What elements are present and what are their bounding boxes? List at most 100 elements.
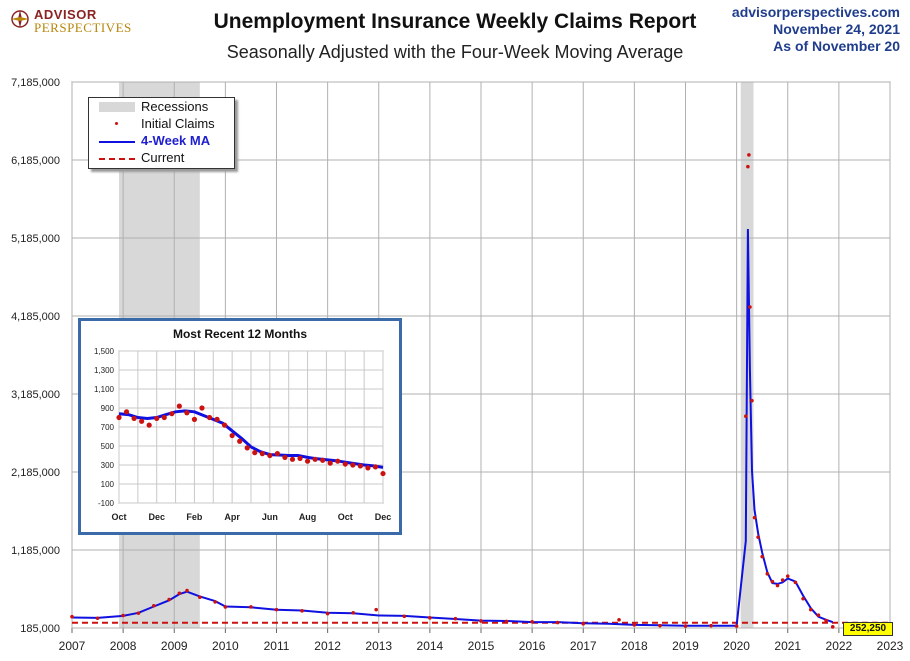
inset-claims-point: [297, 455, 303, 461]
y-tick-label: 2,185,000: [11, 467, 60, 479]
claims-point: [185, 588, 189, 593]
legend-item-recessions: Recessions: [89, 99, 234, 116]
inset-title: Most Recent 12 Months: [172, 327, 307, 341]
x-tick-label: 2021: [774, 639, 801, 653]
claims-point: [223, 605, 228, 609]
inset-x-tick-label: Jun: [262, 512, 278, 522]
inset-claims-point: [154, 415, 160, 422]
claims-point: [479, 619, 483, 623]
inset-x-tick-label: Aug: [299, 512, 317, 522]
inset-claims-point: [365, 465, 371, 471]
claims-point: [801, 596, 805, 601]
claims-point: [816, 613, 821, 617]
x-tick-label: 2020: [723, 639, 750, 653]
x-tick-label: 2022: [826, 639, 853, 653]
y-tick-label: 4,185,000: [11, 311, 60, 323]
legend-item-initial-claims: Initial Claims: [89, 116, 234, 133]
claims-point: [808, 607, 813, 612]
claims-point: [760, 554, 764, 559]
inset-claims-point: [312, 456, 318, 462]
inset-plot: -100 100 300 500 700 900 1,100 1,300 1,500 Oct Dec…: [94, 347, 392, 522]
inset-chart: Most Recent 12 Months -100 100 300 500 700 90…: [78, 318, 402, 535]
inset-y-tick-label: 500: [101, 442, 115, 451]
x-tick-label: 2016: [519, 639, 546, 653]
inset-claims-point: [123, 409, 130, 415]
logo-line1: ADVISOR: [34, 7, 97, 22]
inset-y-tick-label: 100: [101, 480, 115, 489]
claims-point: [530, 619, 534, 624]
legend-item-current: Current: [89, 150, 234, 167]
claims-point: [756, 535, 760, 539]
inset-claims-point: [274, 451, 280, 457]
inset-y-tick-label: 1,500: [94, 347, 115, 356]
claims-point: [780, 578, 785, 582]
inset-claims-point: [161, 414, 167, 421]
inset-claims-point: [131, 415, 137, 422]
inset-y-tick-label: -100: [98, 499, 115, 508]
inset-claims-point: [199, 405, 205, 411]
legend-item-ma: 4-Week MA: [89, 133, 234, 150]
y-tick-label: 3,185,000: [11, 389, 60, 401]
claims-point: [793, 580, 798, 585]
claims-point: [152, 603, 156, 608]
x-tick-label: 2023: [877, 639, 904, 653]
claims-point: [453, 616, 458, 621]
inset-claims-point: [304, 458, 311, 464]
inset-claims-point: [191, 416, 198, 422]
as-of-date: As of November 20: [773, 38, 900, 54]
claims-point: [765, 571, 770, 576]
inset-claims-point: [184, 410, 190, 416]
x-tick-label: 2014: [417, 639, 444, 653]
compass-logo-icon: [11, 10, 29, 28]
x-tick-label: 2008: [110, 639, 137, 653]
inset-claims-point: [327, 460, 333, 466]
claims-point: [734, 624, 739, 628]
current-value-badge: 252,250: [843, 622, 893, 636]
claims-point: [748, 305, 752, 309]
x-tick-label: 2015: [468, 639, 495, 653]
claims-point: [374, 607, 378, 612]
legend: Recessions Initial Claims 4-Week MA Curr…: [88, 97, 235, 169]
legend-swatch-recessions: [99, 102, 135, 112]
y-tick-label: 185,000: [20, 623, 60, 635]
inset-claims-point: [289, 456, 296, 462]
x-tick-label: 2012: [314, 639, 341, 653]
x-tick-label: 2018: [621, 639, 648, 653]
inset-claims-point: [342, 461, 348, 467]
claims-point: [750, 398, 754, 403]
claims-point: [198, 595, 202, 599]
inset-x-tick-label: Apr: [224, 512, 240, 522]
inset-claims-point: [116, 414, 122, 421]
inset-claims-point: [206, 414, 213, 421]
x-tick-label: 2017: [570, 639, 597, 653]
legend-swatch-initial-claims: [115, 122, 118, 125]
claims-point: [177, 591, 182, 596]
y-tick-label: 5,185,000: [11, 233, 60, 245]
legend-label-current: Current: [141, 150, 185, 165]
claims-point: [504, 619, 509, 624]
claims-point: [746, 164, 750, 169]
x-tick-label: 2013: [365, 639, 392, 653]
legend-swatch-current: [99, 158, 135, 160]
inset-claims-point: [335, 458, 341, 464]
site-url[interactable]: advisorperspectives.com: [731, 4, 900, 20]
x-tick-label: 2007: [59, 639, 86, 653]
claims-point: [747, 153, 751, 157]
claims-point: [830, 625, 835, 629]
y-tick-label: 7,185,000: [11, 77, 60, 89]
claims-point: [136, 611, 141, 615]
claims-point: [632, 623, 637, 627]
claims-point: [70, 614, 74, 619]
claims-point: [167, 597, 171, 602]
claims-point: [555, 620, 560, 625]
inset-y-tick-label: 1,100: [94, 385, 115, 394]
inset-claims-point: [252, 450, 258, 456]
chart-title: Unemployment Insurance Weekly Claims Rep…: [213, 10, 697, 33]
inset-claims-point: [229, 432, 235, 439]
claims-point: [95, 616, 100, 621]
legend-swatch-ma: [99, 141, 135, 143]
inset-x-tick-label: Dec: [375, 512, 392, 522]
claims-point: [351, 610, 355, 615]
inset-claims-point: [244, 445, 250, 451]
inset-x-tick-label: Feb: [186, 512, 203, 522]
